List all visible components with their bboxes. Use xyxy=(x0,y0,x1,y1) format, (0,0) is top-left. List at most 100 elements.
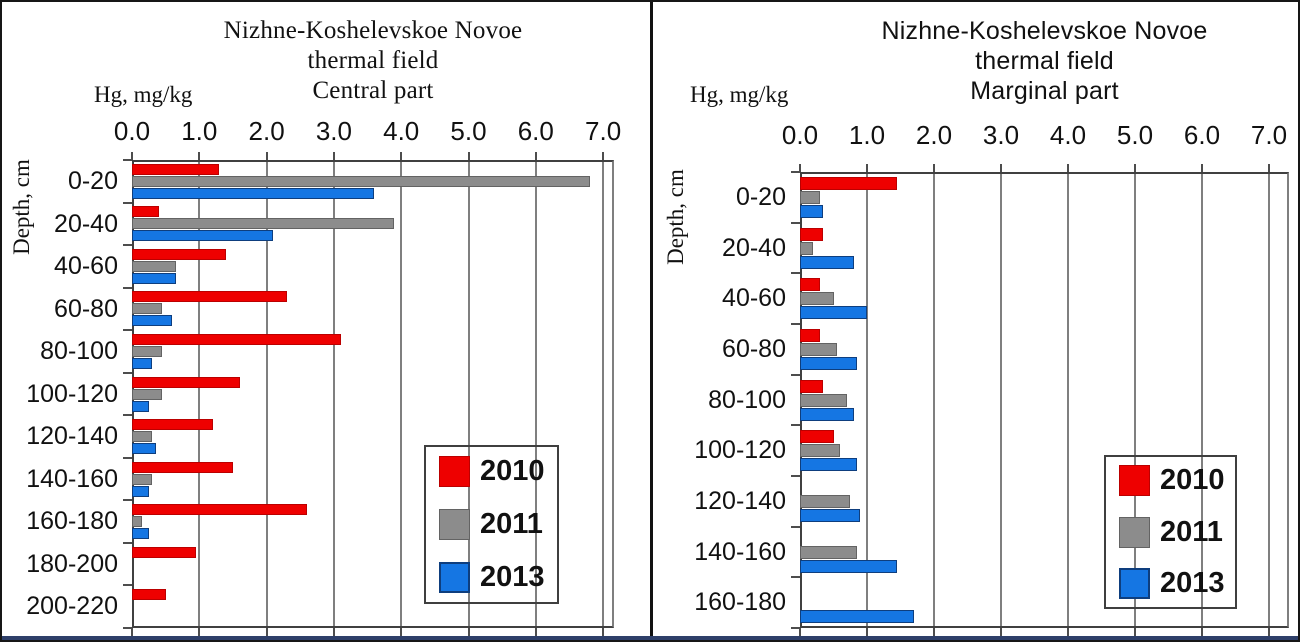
legend-swatch-2010 xyxy=(1119,465,1150,497)
chart-panel-central: Nizhne-Koshelevskoe Novoe thermal field … xyxy=(2,2,650,640)
legend-entry: 2013 xyxy=(439,562,554,593)
chart-title-line2: thermal field xyxy=(975,47,1114,75)
x-tick-label: 2.0 xyxy=(915,120,953,150)
bar-2013 xyxy=(132,400,149,412)
x-tick-label: 0.0 xyxy=(113,116,151,146)
axis-unit-label: Hg, mg/kg xyxy=(690,82,789,107)
bar-2013 xyxy=(132,357,153,369)
legend-swatch-2013 xyxy=(1119,567,1150,599)
bar-2013 xyxy=(800,204,824,218)
bar-2013 xyxy=(132,230,274,242)
gridline xyxy=(198,160,201,628)
bar-2013 xyxy=(800,407,854,421)
x-tick-label: 1.0 xyxy=(181,116,218,146)
x-axis-tick xyxy=(534,152,537,160)
x-axis-tick xyxy=(131,628,133,637)
category-tick xyxy=(123,244,132,247)
bar-2011 xyxy=(132,345,163,357)
category-label: 160-180 xyxy=(26,507,118,536)
legend-label-2011: 2011 xyxy=(480,508,543,540)
bar-2010 xyxy=(132,248,227,260)
gridline xyxy=(1000,172,1002,628)
chart-title-line1: Nizhne-Koshelevskoe Novoe xyxy=(881,17,1208,45)
gridline xyxy=(1134,172,1136,628)
bar-2013 xyxy=(800,508,861,522)
bar-2010 xyxy=(132,419,213,431)
x-axis-tick xyxy=(602,152,605,160)
gridline xyxy=(265,160,268,628)
legend-label-2010: 2010 xyxy=(480,455,545,487)
x-axis-tick xyxy=(866,628,868,637)
category-tick xyxy=(123,627,132,629)
category-label: 100-120 xyxy=(694,436,786,465)
category-tick xyxy=(123,541,132,544)
category-label: 0-20 xyxy=(735,183,786,211)
category-tick xyxy=(123,414,132,417)
legend-label-2011: 2011 xyxy=(1160,515,1223,548)
x-axis-tick xyxy=(400,152,403,160)
legend-entry: 2010 xyxy=(439,456,554,487)
bar-2013 xyxy=(800,255,854,269)
category-tick xyxy=(123,201,132,204)
bar-2010 xyxy=(132,206,159,218)
bar-2013 xyxy=(800,610,914,624)
x-axis-tick xyxy=(1268,628,1270,637)
bar-2011 xyxy=(132,218,395,230)
bar-2011 xyxy=(132,260,176,272)
legend-box xyxy=(1104,455,1237,609)
legend-label-2013: 2013 xyxy=(1160,566,1225,599)
category-tick xyxy=(791,221,800,224)
x-axis-tick xyxy=(467,628,470,637)
category-tick xyxy=(791,171,800,173)
bar-2013 xyxy=(132,272,176,284)
gridline xyxy=(1067,172,1069,628)
category-label: 40-60 xyxy=(54,252,118,281)
chart-title-line3: Central part xyxy=(312,77,434,104)
bar-2013 xyxy=(132,187,375,199)
x-axis-tick xyxy=(866,164,868,172)
category-tick xyxy=(791,373,800,376)
legend-label-2013: 2013 xyxy=(480,561,545,593)
legend-swatch-2011 xyxy=(439,509,470,540)
legend-entry: 2011 xyxy=(439,509,554,540)
bar-2011 xyxy=(800,292,834,306)
bar-2011 xyxy=(132,175,590,187)
x-tick-label: 6.0 xyxy=(1183,120,1221,150)
x-tick-label: 4.0 xyxy=(383,116,420,146)
category-label: 80-100 xyxy=(708,385,786,414)
x-axis-tick xyxy=(1134,164,1136,172)
x-axis-tick xyxy=(332,628,335,637)
bar-2013 xyxy=(800,458,857,472)
axis-unit-label: Hg, mg/kg xyxy=(94,82,193,107)
gridline xyxy=(332,160,335,628)
x-axis-tick xyxy=(467,152,470,160)
legend-swatch-2010 xyxy=(439,456,470,487)
x-tick-label: 5.0 xyxy=(1116,120,1154,150)
x-axis-tick xyxy=(265,628,268,637)
bar-2010 xyxy=(800,278,821,292)
bar-2011 xyxy=(132,303,163,315)
gridline xyxy=(400,160,403,628)
category-tick xyxy=(123,329,132,332)
chart-title-line3: Marginal part xyxy=(970,77,1119,105)
bottom-border-line xyxy=(2,636,1298,640)
category-tick xyxy=(123,371,132,374)
chart-title-line1: Nizhne-Koshelevskoe Novoe xyxy=(223,17,523,44)
bar-2011 xyxy=(800,342,837,356)
x-axis-tick xyxy=(400,628,403,637)
gridline xyxy=(933,172,935,628)
chart-title: Nizhne-Koshelevskoe Novoe thermal field … xyxy=(800,16,1289,106)
bar-2010 xyxy=(132,504,307,516)
bar-2013 xyxy=(800,356,857,370)
x-axis-tick xyxy=(332,152,335,160)
x-axis-tick xyxy=(1000,628,1002,637)
x-axis-tick xyxy=(799,164,801,172)
bar-2010 xyxy=(800,227,824,241)
x-axis-tick xyxy=(1067,628,1069,637)
bar-2013 xyxy=(800,559,898,573)
category-tick xyxy=(791,627,800,629)
bar-2010 xyxy=(132,546,196,558)
legend-entry: 2010 xyxy=(1119,465,1232,497)
category-tick xyxy=(123,159,132,161)
bar-2010 xyxy=(132,333,341,345)
